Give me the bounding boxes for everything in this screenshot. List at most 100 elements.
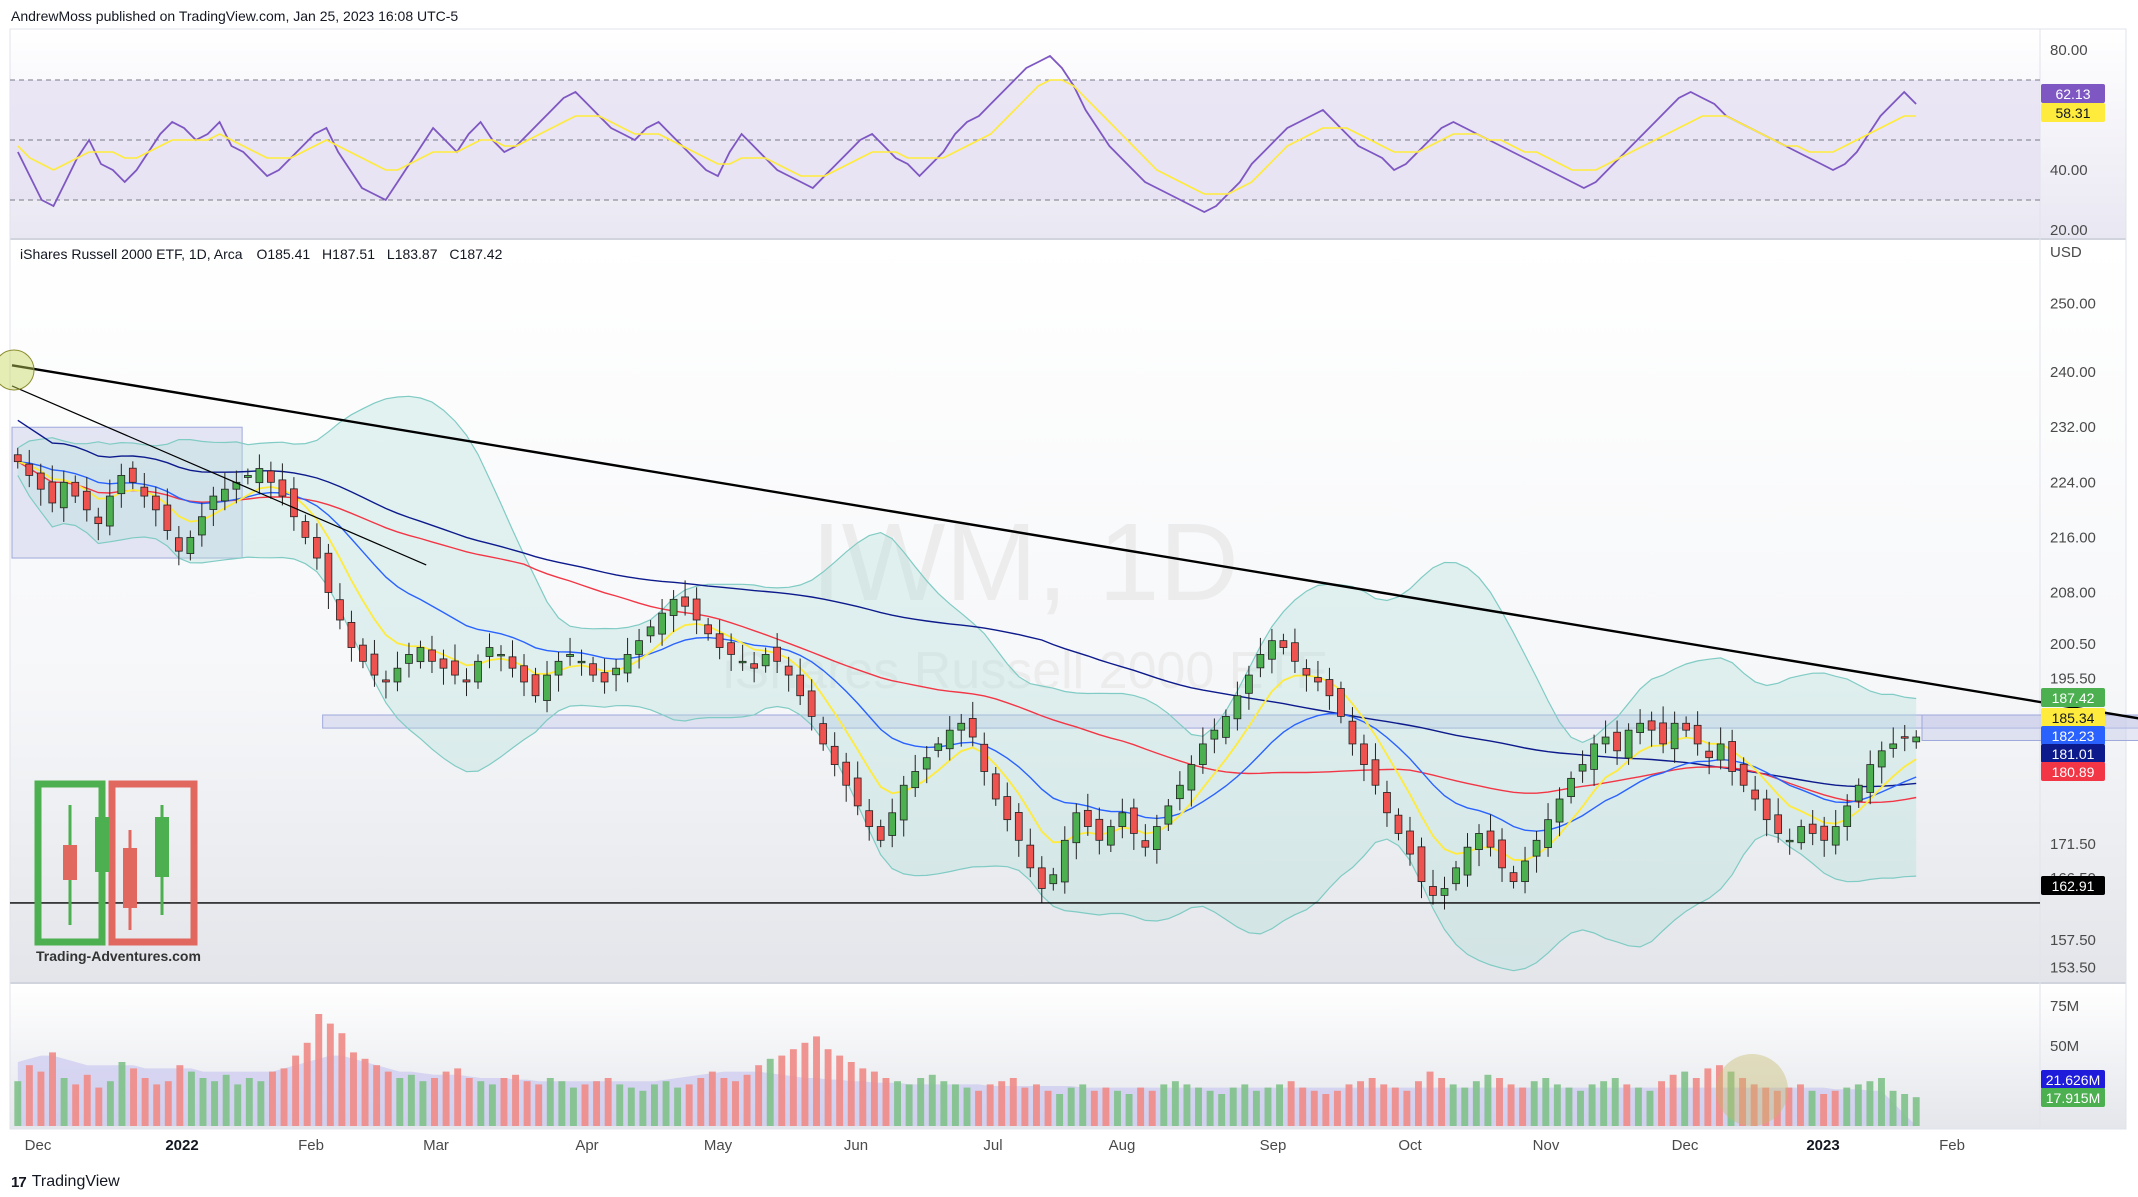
price-tag-label-5: 162.91	[2052, 878, 2095, 894]
volume-bar	[1901, 1094, 1909, 1126]
volume-bar	[234, 1084, 242, 1126]
volume-bar	[1299, 1087, 1307, 1126]
currency-label: USD	[2050, 244, 2082, 261]
candle-body	[1532, 839, 1541, 857]
volume-bar	[141, 1078, 149, 1126]
volume-bar	[1715, 1065, 1723, 1126]
volume-bar	[199, 1078, 207, 1126]
bollinger-fill	[17, 396, 1917, 971]
ohlc-legend[interactable]: iShares Russell 2000 ETF, 1D, Arca O185.…	[20, 246, 503, 262]
price-tag-3	[2041, 744, 2105, 763]
trendlines[interactable]	[10, 364, 2138, 904]
candle-body	[842, 761, 851, 786]
candle-body	[589, 663, 597, 676]
candle-body	[1337, 688, 1345, 717]
volume-bar	[477, 1081, 485, 1126]
volume-bar	[280, 1068, 288, 1126]
volume-bar	[1009, 1078, 1017, 1126]
legend-close-label: C	[449, 246, 459, 262]
candle-body	[313, 536, 321, 559]
candle-body	[267, 470, 275, 483]
candle-body	[945, 729, 954, 750]
price-tick-0: 250.00	[2050, 295, 2096, 312]
candle-body	[1014, 812, 1023, 841]
candle-body	[174, 537, 183, 552]
legend-open-label: O	[256, 246, 267, 262]
candle-body	[911, 771, 920, 789]
candle-body	[1762, 798, 1771, 821]
candle-body	[370, 653, 379, 676]
candle-body	[94, 516, 103, 525]
volume-bars	[14, 1014, 1920, 1126]
volume-bar	[1577, 1090, 1584, 1126]
tradingview-footer[interactable]: 17 TradingView	[11, 1173, 120, 1191]
logo-candle-4	[155, 817, 169, 877]
volume-bar	[1565, 1087, 1573, 1126]
candle-body	[957, 722, 966, 731]
candle-body	[520, 665, 528, 683]
candle-body	[600, 672, 609, 683]
time-label-13: 2023	[1806, 1137, 1839, 1154]
candle-body	[830, 745, 839, 765]
volume-bar	[37, 1071, 45, 1126]
candle-body	[1820, 825, 1829, 841]
candle-body	[163, 504, 172, 531]
volume-bar	[917, 1078, 925, 1126]
candle-body	[336, 599, 344, 621]
volume-bar	[1345, 1084, 1353, 1126]
volume-bar	[1322, 1094, 1330, 1126]
tradingview-logo-icon: 17	[11, 1173, 27, 1191]
candle-body	[646, 626, 655, 637]
rsi-tick-0: 80.00	[2050, 42, 2088, 59]
price-tag-1	[2041, 708, 2105, 727]
volume-bar	[245, 1078, 253, 1126]
candle-body	[1268, 640, 1276, 660]
candle-body	[48, 481, 57, 504]
volume-bar	[940, 1081, 948, 1126]
volume-tag-0	[2041, 1070, 2105, 1089]
volume-bar	[25, 1065, 33, 1126]
candle-body	[105, 495, 114, 527]
candle-body	[462, 679, 471, 683]
volume-bar	[1102, 1087, 1110, 1126]
volume-bar	[1160, 1084, 1168, 1126]
time-label-3: Mar	[423, 1137, 449, 1154]
volume-bar	[1658, 1081, 1665, 1126]
price-tick-9: 171.50	[2050, 836, 2096, 853]
candle-body	[1831, 826, 1840, 846]
price-tick-7: 195.50	[2050, 671, 2096, 688]
volume-bar	[1611, 1078, 1619, 1126]
logo-caption: Trading-Adventures.com	[36, 948, 201, 964]
volume-bar	[1519, 1087, 1527, 1126]
volume-bar	[1114, 1090, 1121, 1126]
candle-body	[151, 495, 160, 511]
volume-bar	[465, 1078, 473, 1126]
candle-body	[1199, 743, 1207, 765]
candle-body	[1728, 741, 1737, 772]
volume-bar	[1507, 1084, 1515, 1126]
candle-body	[1072, 812, 1081, 844]
price-tag-label-2: 182.23	[2052, 728, 2095, 744]
candle-body	[1682, 722, 1690, 731]
candle-body	[1095, 818, 1104, 841]
volume-bar	[951, 1084, 959, 1126]
candles	[13, 447, 1921, 910]
candle-body	[1486, 830, 1495, 848]
candle-body	[1475, 833, 1483, 851]
candle-body	[658, 612, 666, 635]
volume-bar	[1773, 1090, 1781, 1126]
volume-bar	[1171, 1081, 1179, 1126]
volume-bar	[1843, 1087, 1851, 1126]
price-tags: 187.42 185.34 182.23 181.01 180.89 162.91 62.1…	[2041, 84, 2105, 1107]
candle-body	[1245, 674, 1253, 694]
time-label-7: Jul	[983, 1137, 1002, 1154]
candle-body	[290, 488, 298, 518]
candle-body	[197, 516, 206, 536]
volume-bar	[1854, 1084, 1862, 1126]
time-axis[interactable]: Dec 2022 Feb Mar Apr May Jun Jul Aug Sep Oct Nov Dec…	[25, 1137, 1965, 1154]
volume-bar	[546, 1078, 554, 1126]
legend-low: 183.87	[395, 246, 438, 262]
candle-body	[1325, 679, 1334, 697]
candle-body	[1636, 722, 1644, 733]
